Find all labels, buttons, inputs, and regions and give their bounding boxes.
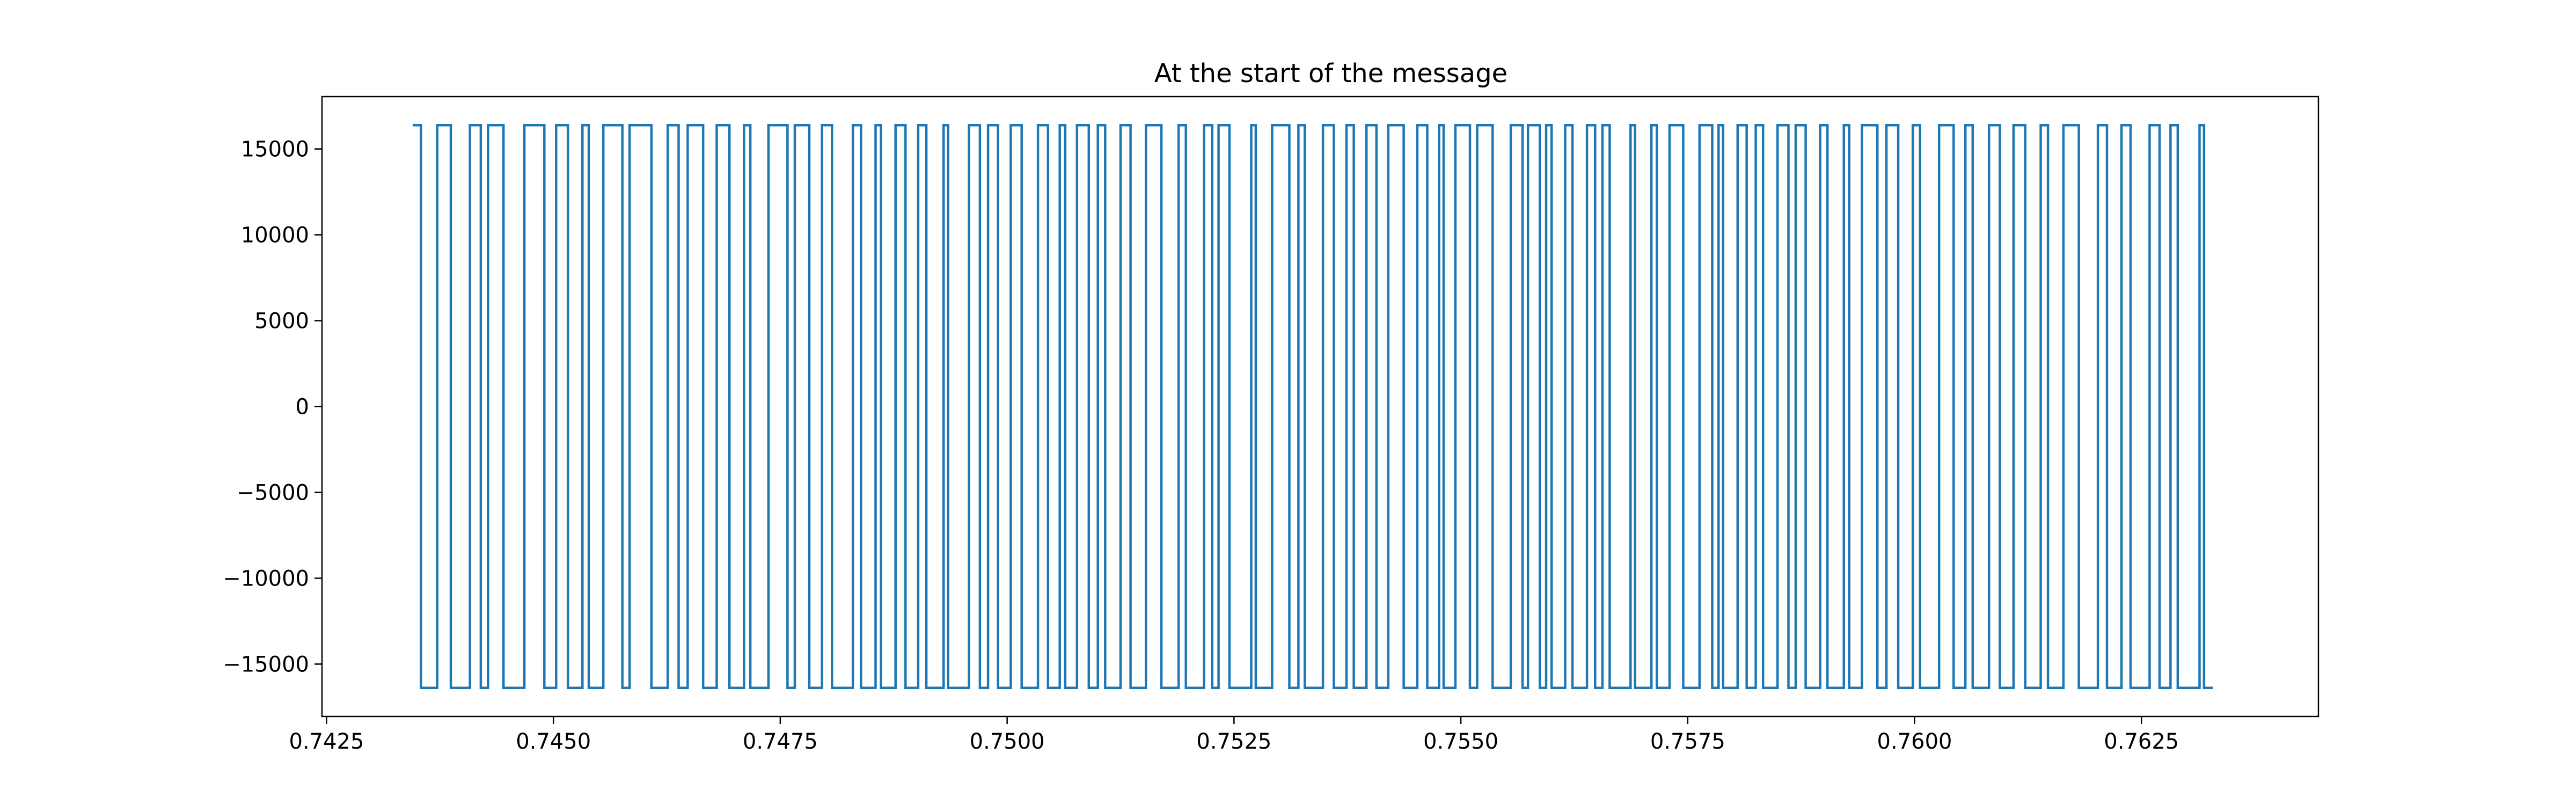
- y-tick-label: 15000: [241, 137, 309, 162]
- x-tick-label: 0.7500: [970, 729, 1045, 754]
- x-tick-label: 0.7425: [289, 729, 364, 754]
- x-tick-label: 0.7600: [1877, 729, 1952, 754]
- plot-area: [413, 124, 2213, 689]
- y-tick-label: −15000: [223, 652, 309, 677]
- x-tick-label: 0.7625: [2104, 729, 2179, 754]
- y-tick-label: 0: [296, 395, 309, 420]
- y-tick-label: −5000: [237, 480, 309, 505]
- x-tick-label: 0.7550: [1423, 729, 1498, 754]
- chart-title: At the start of the message: [1154, 58, 1507, 89]
- x-tick-label: 0.7450: [516, 729, 591, 754]
- y-axis: −15000 −10000 −5000 0 5000 10000 15000: [223, 137, 322, 677]
- x-axis: 0.7425 0.7450 0.7475 0.7500 0.7525 0.7550 0.75…: [289, 716, 2179, 754]
- y-tick-label: 5000: [254, 309, 309, 334]
- x-tick-label: 0.7475: [743, 729, 818, 754]
- y-tick-label: 10000: [241, 223, 309, 248]
- x-tick-label: 0.7575: [1650, 729, 1725, 754]
- x-tick-label: 0.7525: [1196, 729, 1271, 754]
- series-line-0: [413, 124, 2213, 689]
- y-tick-label: −10000: [223, 566, 309, 591]
